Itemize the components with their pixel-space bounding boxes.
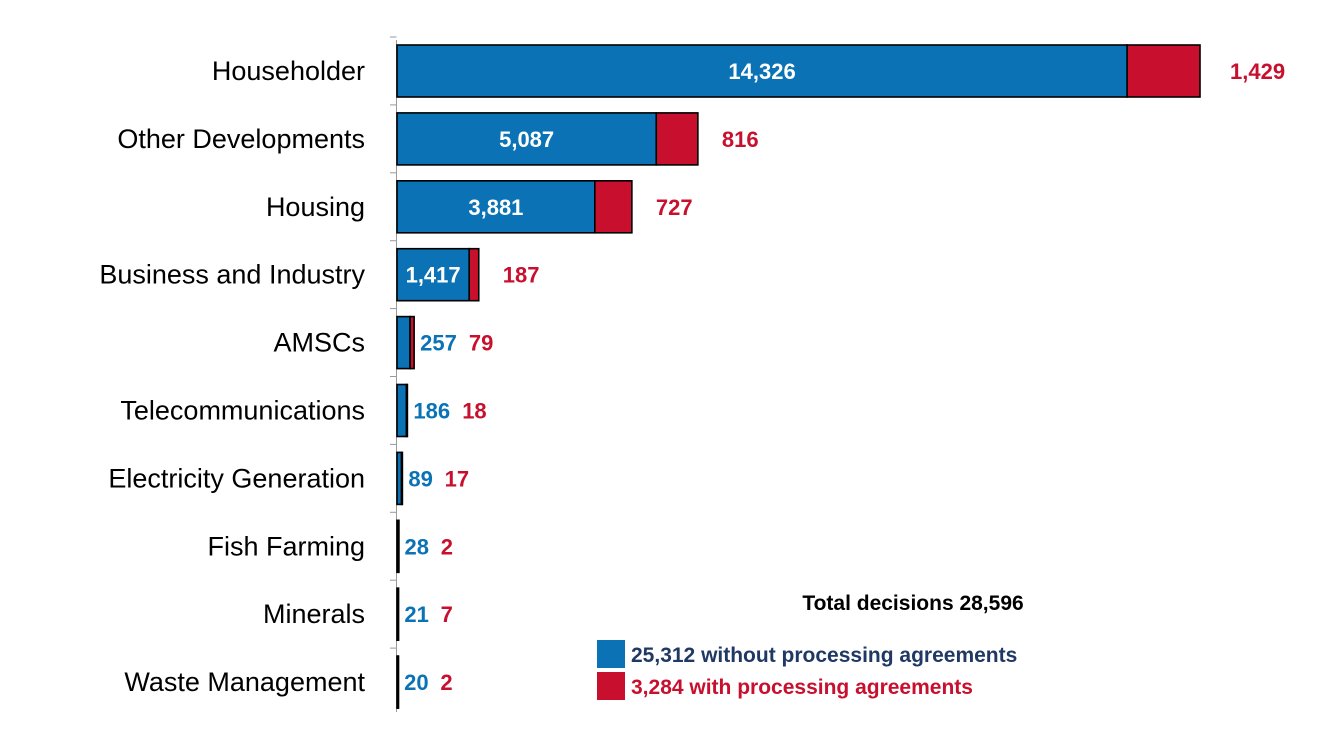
category-label: Telecommunications	[120, 396, 365, 426]
value-label-with-agreement: 727	[656, 195, 693, 220]
bar-with-agreement	[409, 315, 415, 370]
value-label-with-agreement: 18	[462, 399, 486, 424]
legend-title: Total decisions 28,596	[802, 592, 1023, 615]
bar-with-agreement	[655, 112, 699, 166]
value-label-without-agreement: 20	[404, 670, 428, 695]
bar-without-agreement	[396, 180, 596, 234]
bar-with-agreement	[594, 180, 633, 234]
bar-without-agreement	[396, 383, 408, 438]
legend-entry-label: 3,284 with processing agreements	[631, 676, 973, 699]
bar-with-agreement	[397, 587, 400, 642]
value-label-without-agreement: 5,087	[499, 127, 554, 152]
bar-without-agreement	[396, 112, 658, 166]
bar-with-agreement	[405, 383, 409, 438]
legend-swatch	[597, 640, 625, 668]
value-label-with-agreement: 187	[503, 263, 540, 288]
legend-entry-label: 25,312 without processing agreements	[631, 644, 1017, 667]
category-label: Minerals	[263, 599, 365, 629]
legend-swatch	[597, 672, 625, 700]
value-label-without-agreement: 186	[413, 399, 450, 424]
category-label: Other Developments	[117, 124, 365, 154]
category-label: AMSCs	[273, 328, 365, 358]
category-label: Business and Industry	[99, 260, 365, 290]
value-label-with-agreement: 816	[722, 127, 759, 152]
value-label-with-agreement: 7	[441, 602, 453, 627]
value-label-without-agreement: 14,326	[728, 59, 795, 84]
value-label-with-agreement: 2	[441, 534, 453, 559]
value-label-without-agreement: 257	[420, 331, 457, 356]
value-label-without-agreement: 3,881	[468, 195, 523, 220]
bar-with-agreement	[400, 451, 404, 506]
bar-with-agreement	[1126, 44, 1201, 98]
bar-without-agreement	[396, 44, 1128, 98]
value-label-without-agreement: 1,417	[406, 263, 461, 288]
value-label-with-agreement: 1,429	[1230, 59, 1285, 84]
value-label-without-agreement: 89	[408, 466, 432, 491]
bar-with-agreement	[397, 519, 400, 574]
value-label-with-agreement: 2	[440, 670, 452, 695]
bar-without-agreement	[396, 315, 411, 370]
category-label: Householder	[212, 56, 365, 86]
bar-with-agreement	[397, 655, 400, 709]
category-label: Housing	[266, 192, 365, 222]
bar-with-agreement	[468, 247, 480, 302]
category-label: Fish Farming	[207, 531, 365, 561]
value-label-with-agreement: 17	[445, 466, 469, 491]
value-label-without-agreement: 28	[405, 534, 429, 559]
category-label: Waste Management	[124, 667, 365, 697]
value-label-with-agreement: 79	[469, 331, 493, 356]
category-label: Electricity Generation	[108, 463, 365, 493]
value-label-without-agreement: 21	[404, 602, 428, 627]
